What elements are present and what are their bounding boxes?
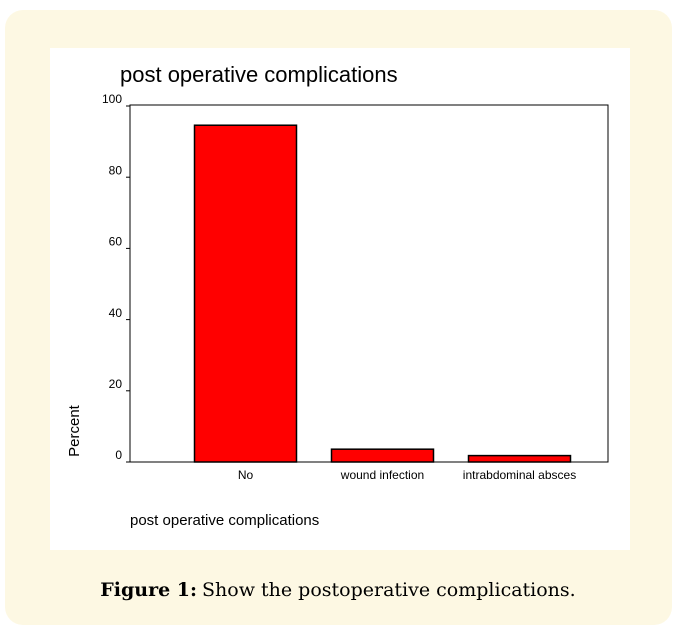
x-tick-label: No	[238, 468, 254, 482]
bar	[193, 124, 298, 463]
chart-title: post operative complications	[120, 62, 398, 87]
x-tick-label: intrabdominal absces	[463, 468, 576, 482]
x-tick-label: wound infection	[340, 468, 424, 482]
caption-label: Figure 1:	[100, 579, 197, 601]
y-tick-label: 100	[102, 92, 122, 106]
bar	[467, 454, 572, 463]
y-tick-label: 20	[109, 377, 123, 391]
caption: Figure 1: Show the postoperative complica…	[100, 579, 575, 601]
bar	[330, 448, 435, 463]
x-axis-label: post operative complications	[130, 512, 319, 529]
y-tick-label: 40	[109, 306, 123, 320]
chart-panel	[50, 48, 630, 550]
y-tick-label: 80	[109, 163, 123, 177]
y-tick-label: 60	[109, 235, 123, 249]
y-axis-label: Percent	[66, 404, 83, 457]
caption-text: Show the postoperative complications.	[202, 579, 576, 601]
y-tick-label: 0	[115, 448, 122, 462]
